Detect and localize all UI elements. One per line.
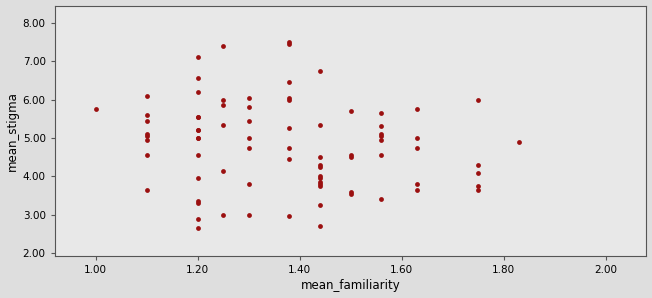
Point xyxy=(346,155,356,160)
Point xyxy=(315,155,325,160)
Point xyxy=(141,138,152,142)
Point xyxy=(473,162,483,167)
Point xyxy=(192,136,203,140)
Point xyxy=(243,212,254,217)
Point xyxy=(218,122,228,127)
Point xyxy=(284,213,295,218)
Point xyxy=(473,187,483,192)
Point xyxy=(346,189,356,194)
Point xyxy=(315,69,325,73)
Point xyxy=(284,40,295,44)
X-axis label: mean_familiarity: mean_familiarity xyxy=(301,280,400,292)
Point xyxy=(284,97,295,102)
Point xyxy=(218,44,228,48)
Point xyxy=(141,118,152,123)
Point xyxy=(243,136,254,140)
Point xyxy=(192,176,203,181)
Point xyxy=(315,203,325,208)
Point xyxy=(473,97,483,102)
Point xyxy=(284,41,295,46)
Point xyxy=(141,132,152,136)
Point xyxy=(315,162,325,167)
Point xyxy=(315,224,325,229)
Point xyxy=(141,113,152,117)
Point xyxy=(411,182,422,187)
Point xyxy=(315,174,325,179)
Point xyxy=(411,145,422,150)
Point xyxy=(473,184,483,188)
Point xyxy=(411,107,422,111)
Point xyxy=(376,138,387,142)
Point xyxy=(315,176,325,181)
Point xyxy=(243,118,254,123)
Point xyxy=(284,126,295,131)
Point xyxy=(192,76,203,81)
Point xyxy=(192,199,203,204)
Point xyxy=(192,153,203,158)
Point xyxy=(411,187,422,192)
Point xyxy=(192,226,203,231)
Point xyxy=(376,153,387,158)
Point xyxy=(315,180,325,184)
Point xyxy=(376,124,387,129)
Point xyxy=(346,191,356,196)
Point xyxy=(411,136,422,140)
Point xyxy=(346,153,356,158)
Point xyxy=(284,80,295,85)
Point xyxy=(141,134,152,139)
Point xyxy=(284,95,295,100)
Point xyxy=(141,153,152,158)
Point xyxy=(218,103,228,108)
Point xyxy=(141,93,152,98)
Point xyxy=(91,107,101,111)
Point xyxy=(192,201,203,206)
Point xyxy=(376,134,387,139)
Point xyxy=(376,197,387,202)
Point xyxy=(243,95,254,100)
Point xyxy=(284,145,295,150)
Point xyxy=(473,170,483,175)
Point xyxy=(192,55,203,60)
Point xyxy=(315,182,325,187)
Point xyxy=(141,187,152,192)
Point xyxy=(192,90,203,94)
Point xyxy=(192,114,203,119)
Point xyxy=(192,114,203,119)
Point xyxy=(192,128,203,133)
Point xyxy=(243,105,254,110)
Y-axis label: mean_stigma: mean_stigma xyxy=(6,91,18,171)
Point xyxy=(315,184,325,188)
Point xyxy=(192,216,203,221)
Point xyxy=(192,136,203,140)
Point xyxy=(346,109,356,114)
Point xyxy=(376,111,387,115)
Point xyxy=(243,145,254,150)
Point xyxy=(218,168,228,173)
Point xyxy=(218,97,228,102)
Point xyxy=(514,139,524,144)
Point xyxy=(315,164,325,169)
Point xyxy=(376,132,387,136)
Point xyxy=(315,122,325,127)
Point xyxy=(284,157,295,162)
Point xyxy=(218,212,228,217)
Point xyxy=(192,128,203,133)
Point xyxy=(243,182,254,187)
